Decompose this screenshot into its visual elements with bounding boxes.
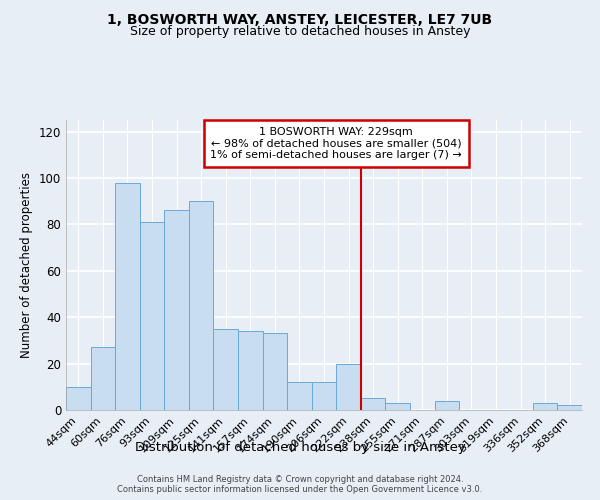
Bar	[263, 334, 287, 410]
Y-axis label: Number of detached properties: Number of detached properties	[20, 172, 33, 358]
Bar	[115, 182, 140, 410]
Bar	[336, 364, 361, 410]
Bar	[66, 387, 91, 410]
Bar	[312, 382, 336, 410]
Text: Distribution of detached houses by size in Anstey: Distribution of detached houses by size …	[134, 441, 466, 454]
Bar	[91, 348, 115, 410]
Text: Size of property relative to detached houses in Anstey: Size of property relative to detached ho…	[130, 25, 470, 38]
Bar	[434, 400, 459, 410]
Bar	[164, 210, 189, 410]
Bar	[214, 329, 238, 410]
Bar	[189, 201, 214, 410]
Text: 1, BOSWORTH WAY, ANSTEY, LEICESTER, LE7 7UB: 1, BOSWORTH WAY, ANSTEY, LEICESTER, LE7 …	[107, 12, 493, 26]
Bar	[533, 403, 557, 410]
Bar	[385, 403, 410, 410]
Bar	[361, 398, 385, 410]
Bar	[140, 222, 164, 410]
Text: Contains public sector information licensed under the Open Government Licence v3: Contains public sector information licen…	[118, 486, 482, 494]
Bar	[238, 331, 263, 410]
Bar	[287, 382, 312, 410]
Bar	[557, 406, 582, 410]
Text: 1 BOSWORTH WAY: 229sqm
← 98% of detached houses are smaller (504)
1% of semi-det: 1 BOSWORTH WAY: 229sqm ← 98% of detached…	[211, 127, 462, 160]
Text: Contains HM Land Registry data © Crown copyright and database right 2024.: Contains HM Land Registry data © Crown c…	[137, 476, 463, 484]
